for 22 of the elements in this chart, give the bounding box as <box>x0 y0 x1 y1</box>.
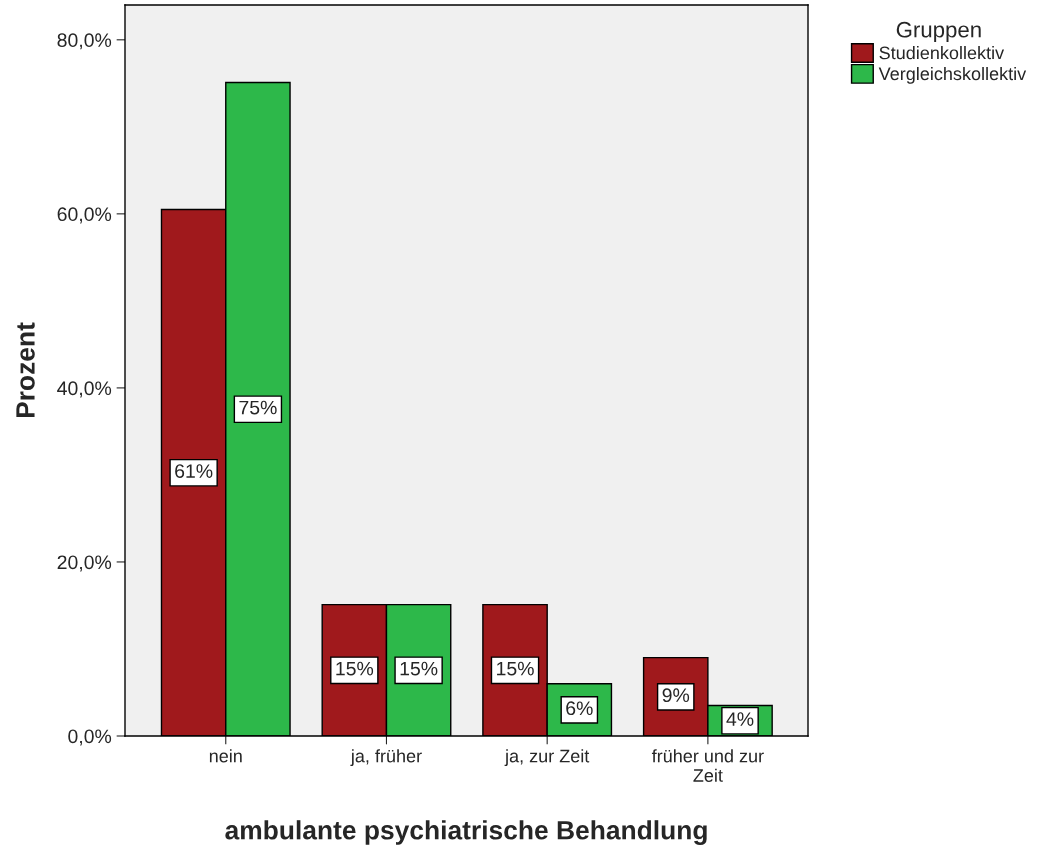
x-tick-label: nein <box>209 749 242 763</box>
x-tick-label: ja, zur Zeit <box>504 749 590 767</box>
data-label: 4% <box>726 712 754 726</box>
data-label: 75% <box>239 400 277 415</box>
legend-title: Gruppen <box>896 21 981 42</box>
y-tick-label: 0,0% <box>68 729 112 746</box>
data-label: 15% <box>336 661 374 676</box>
data-label: 61% <box>175 464 213 478</box>
data-label: 6% <box>566 701 593 716</box>
y-tick-label: 20,0% <box>57 555 112 572</box>
y-tick-label: 60,0% <box>57 207 112 224</box>
x-tick-label: ja, früher <box>350 749 422 767</box>
y-tick-label: 40,0% <box>57 381 112 398</box>
legend-label: Studienkollektiv <box>879 46 1005 60</box>
data-label: 15% <box>497 661 534 676</box>
data-label: 9% <box>662 688 690 703</box>
data-label: 15% <box>400 661 438 676</box>
y-axis-title: Prozent <box>16 322 35 418</box>
x-axis-title: ambulante psychiatrische Behandlung <box>225 820 707 845</box>
y-tick-label: 80,0% <box>57 33 112 50</box>
x-tick-label: früher und zur Zeit <box>651 749 764 782</box>
legend-label: Vergleichskollektiv <box>878 66 1027 84</box>
